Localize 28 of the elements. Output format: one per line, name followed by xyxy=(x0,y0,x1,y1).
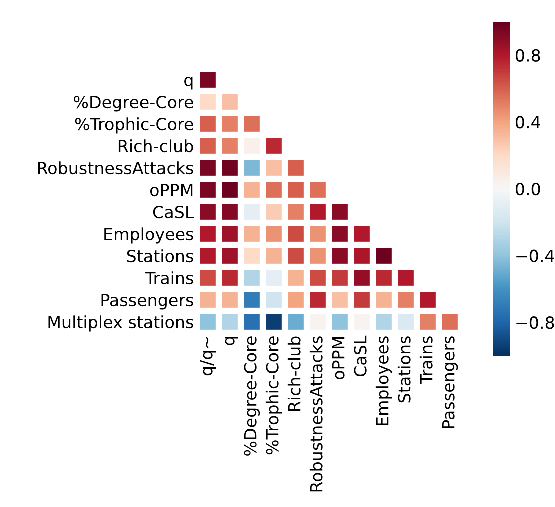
color-bar-label: −0.8 xyxy=(516,316,554,330)
y-tick-label: Passengers xyxy=(102,294,194,310)
color-bar-label: 0.8 xyxy=(516,49,540,62)
color-bar-label: 0.4 xyxy=(516,116,540,129)
x-tick-label: oPPM xyxy=(332,337,345,380)
x-tick-label: CaSL xyxy=(354,336,367,377)
x-tick-label: q/q~ xyxy=(200,338,216,376)
y-tick-label: oPPM xyxy=(150,184,193,197)
x-tick-label: Stations xyxy=(398,336,411,403)
x-tick-label: Rich-club xyxy=(288,336,301,412)
y-tick-label: %Trophic-Core xyxy=(75,118,194,134)
x-tick-label: RobustnessAttacks xyxy=(310,336,323,492)
x-tick-label: Passengers xyxy=(442,336,458,428)
y-tick-label: Employees xyxy=(104,228,194,244)
x-tick-label: %Trophic-Core xyxy=(266,336,282,455)
x-tick-label: Trains xyxy=(420,336,433,384)
y-tick-label: %Degree-Core xyxy=(74,96,194,112)
y-tick-label: RobustnessAttacks xyxy=(38,162,194,175)
y-tick-label: Multiplex stations xyxy=(48,316,194,332)
y-tick-label: Stations xyxy=(127,250,194,263)
x-tick-label: q xyxy=(225,337,238,346)
y-tick-label: CaSL xyxy=(153,206,194,219)
color-bar-label: 0.0 xyxy=(516,182,540,196)
y-tick-label: Trains xyxy=(146,272,194,285)
color-bar-label: −0.4 xyxy=(516,250,554,262)
y-tick-label: Rich-club xyxy=(118,140,194,153)
y-tick-label: q xyxy=(184,77,193,90)
x-tick-label: Employees xyxy=(376,336,392,426)
